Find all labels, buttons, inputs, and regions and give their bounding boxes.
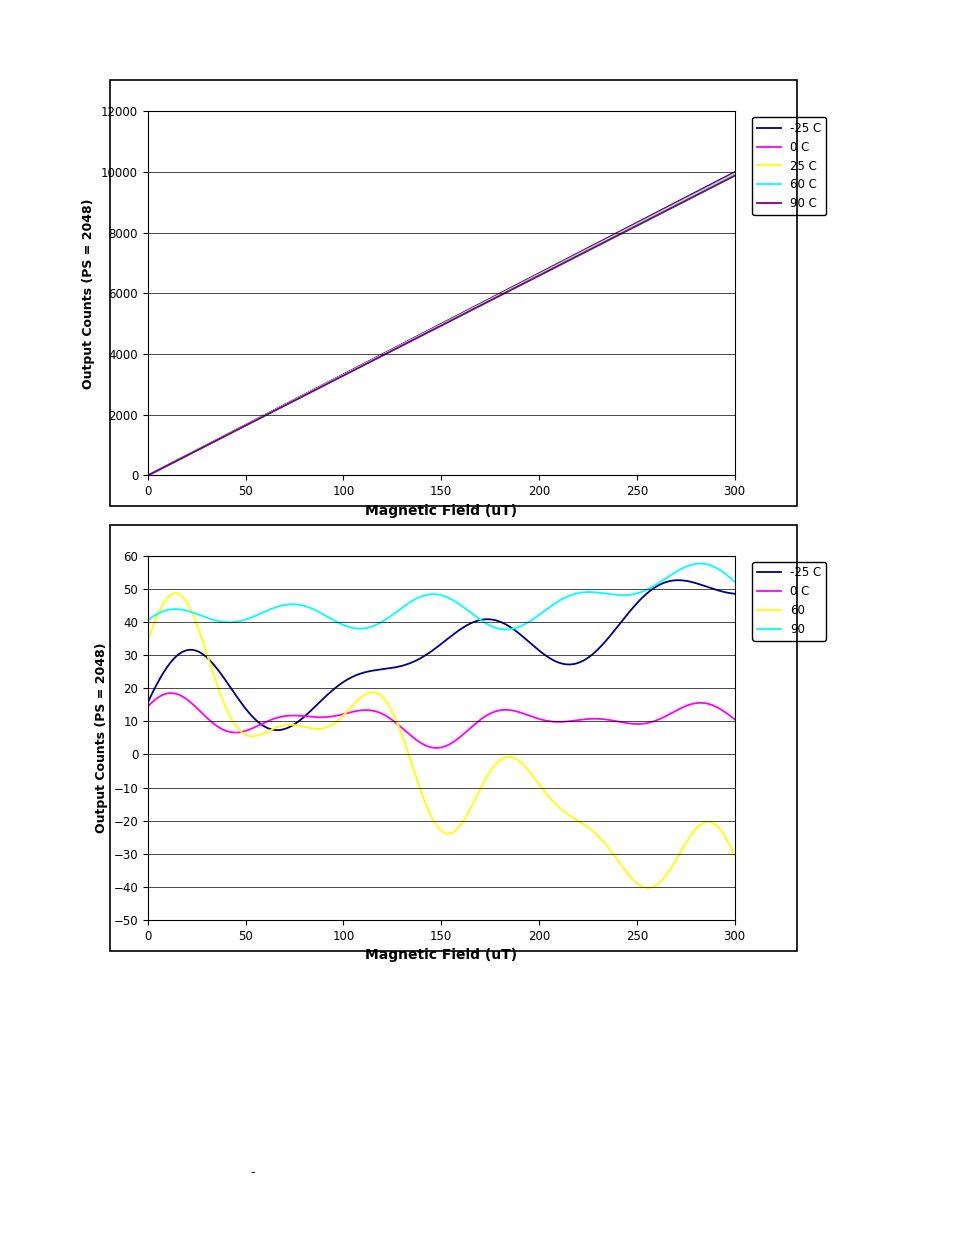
Line: -25 C: -25 C [148, 580, 734, 730]
60 C [407, 332, 418, 347]
-25 C [272, 722, 283, 737]
25 C [246, 415, 257, 430]
-25 C [534, 266, 545, 280]
60 [728, 848, 740, 863]
90 C [407, 332, 418, 347]
25 C [407, 332, 418, 347]
90 C [728, 168, 740, 183]
90 [584, 584, 596, 599]
90 [500, 622, 512, 637]
60 [247, 729, 258, 743]
90 C [246, 415, 257, 430]
-25 C [294, 713, 305, 727]
60 [488, 758, 499, 773]
0 C [246, 415, 257, 430]
60 C [534, 267, 545, 282]
0 C [728, 165, 740, 180]
90 [487, 620, 498, 635]
90 [535, 606, 546, 621]
-25 C [488, 613, 499, 627]
-25 C [142, 695, 153, 710]
X-axis label: Magnetic Field (uT): Magnetic Field (uT) [365, 948, 517, 962]
60 [642, 881, 654, 895]
Line: 90: 90 [148, 563, 734, 630]
-25 C [487, 289, 498, 304]
0 C [247, 721, 258, 736]
-25 C [583, 240, 595, 254]
-25 C [584, 648, 596, 663]
0 C [407, 331, 418, 346]
60 C [583, 242, 595, 257]
Legend: -25 C, 0 C, 60, 90: -25 C, 0 C, 60, 90 [751, 562, 825, 641]
Line: 0 C: 0 C [148, 173, 734, 475]
Line: 25 C: 25 C [148, 174, 734, 475]
90 C [293, 391, 304, 406]
0 C [728, 711, 740, 726]
25 C [583, 241, 595, 256]
0 C [585, 711, 597, 726]
60 [535, 779, 546, 794]
60 [584, 821, 596, 836]
-25 C [535, 645, 546, 659]
60 C [293, 390, 304, 405]
-25 C [671, 573, 682, 588]
0 C [431, 741, 442, 756]
60 C [487, 291, 498, 306]
90 [407, 593, 418, 608]
25 C [728, 167, 740, 182]
0 C [294, 709, 305, 724]
0 C [293, 390, 304, 405]
-25 C [728, 587, 740, 601]
90 [142, 613, 153, 627]
-25 C [246, 709, 257, 724]
X-axis label: Magnetic Field (uT): Magnetic Field (uT) [365, 504, 517, 517]
25 C [293, 390, 304, 405]
0 C [536, 713, 547, 727]
25 C [142, 468, 153, 483]
-25 C [246, 415, 257, 430]
0 C [142, 699, 153, 714]
Line: -25 C: -25 C [148, 172, 734, 475]
Line: 60: 60 [148, 593, 734, 888]
Y-axis label: Output Counts (PS = 2048): Output Counts (PS = 2048) [94, 642, 108, 834]
90 [728, 574, 740, 589]
90 C [534, 268, 545, 283]
-25 C [293, 390, 304, 405]
90 C [487, 291, 498, 306]
0 C [142, 468, 153, 483]
0 C [487, 290, 498, 305]
60 [170, 585, 181, 600]
60 C [728, 168, 740, 183]
-25 C [407, 331, 418, 346]
0 C [166, 685, 177, 700]
90 [293, 598, 304, 613]
60 C [246, 415, 257, 430]
0 C [489, 704, 500, 719]
25 C [487, 290, 498, 305]
0 C [583, 241, 595, 256]
Line: 90 C: 90 C [148, 175, 734, 475]
60 [142, 634, 153, 648]
60 C [142, 468, 153, 483]
0 C [408, 731, 419, 746]
Y-axis label: Output Counts (PS = 2048): Output Counts (PS = 2048) [82, 198, 95, 389]
90 [694, 556, 705, 571]
90 [246, 610, 257, 625]
Line: 0 C: 0 C [148, 693, 734, 748]
Text: -: - [251, 1166, 254, 1178]
-25 C [142, 468, 153, 483]
Legend: -25 C, 0 C, 25 C, 60 C, 90 C: -25 C, 0 C, 25 C, 60 C, 90 C [751, 117, 825, 215]
Line: 60 C: 60 C [148, 175, 734, 475]
90 C [583, 242, 595, 257]
-25 C [408, 655, 419, 669]
60 [294, 719, 305, 734]
90 C [142, 468, 153, 483]
0 C [534, 266, 545, 280]
60 [408, 764, 419, 779]
-25 C [728, 164, 740, 179]
25 C [534, 267, 545, 282]
